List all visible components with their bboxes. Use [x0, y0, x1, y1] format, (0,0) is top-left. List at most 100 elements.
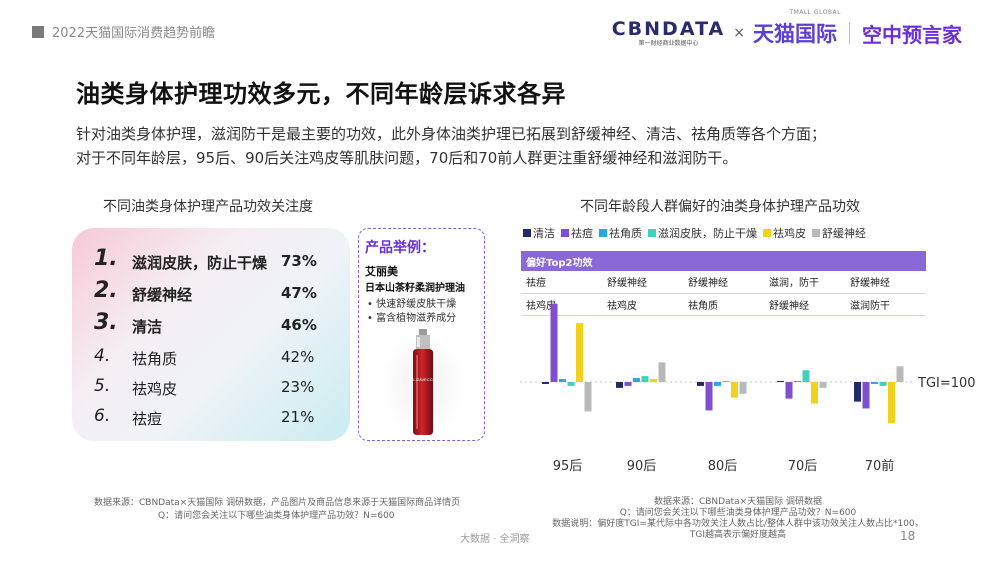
- legend-label: 祛角质: [609, 227, 642, 240]
- oil-bottle-image: ELIZAVECCA: [380, 329, 466, 437]
- rank-value: 42%: [281, 348, 315, 366]
- top2-header-row: 偏好Top2功效: [521, 251, 926, 271]
- source-line: 数据说明：偏好度TGI=某代际中各功效关注人数占比/整体人群中该功效关注人数占比…: [552, 519, 924, 529]
- kongzhong-logo: 空中预言家: [862, 22, 962, 47]
- top2-cell: 祛痘: [521, 271, 602, 294]
- bar: [705, 382, 713, 411]
- ranking-panel: 1. 滋润皮肤，防止干燥 73% 2. 舒缓神经 47% 3. 清洁 46% 4…: [72, 228, 350, 441]
- top2-row: 祛鸡皮 祛鸡皮 祛角质 舒缓神经 滋润防干: [521, 293, 926, 316]
- top2-cell: 舒缓神经: [845, 271, 926, 294]
- bar: [854, 382, 861, 402]
- top2-cell: 祛角质: [683, 293, 764, 316]
- bar: [731, 382, 738, 398]
- bar: [879, 382, 887, 386]
- rank-value: 47%: [281, 284, 317, 302]
- brand-divider: [849, 22, 850, 44]
- top2-cell: 祛鸡皮: [521, 293, 602, 316]
- ranking-row: 4. 祛角质 42%: [72, 342, 350, 372]
- top2-row: 祛痘 舒缓神经 舒缓神经 滋润，防干 舒缓神经: [521, 271, 926, 294]
- rank-number: 6.: [94, 406, 111, 426]
- cbndata-wordmark: CBNDATA: [611, 17, 726, 40]
- bar: [584, 382, 592, 412]
- bar: [811, 382, 818, 404]
- bar: [641, 376, 649, 382]
- bar: [777, 381, 784, 382]
- source-line: 数据来源：CBNData×天猫国际 调研数据: [653, 497, 823, 507]
- left-source-note: 数据来源：CBNData×天猫国际 调研数据，产品图片及商品信息来源于天猫国际商…: [94, 497, 460, 523]
- category-label: 70后: [788, 459, 818, 474]
- footer-slogan: 大数据 · 全洞察: [460, 534, 530, 545]
- rank-label: 清洁: [132, 318, 163, 336]
- top2-table: 偏好Top2功效 祛痘 舒缓神经 舒缓神经 滋润，防干 舒缓神经 祛鸡皮 祛鸡皮…: [521, 251, 926, 316]
- report-header: 2022天猫国际消费趋势前瞻: [32, 22, 215, 41]
- bar: [697, 382, 704, 386]
- bar: [650, 379, 657, 382]
- rank-value: 46%: [281, 316, 317, 334]
- bar: [576, 323, 583, 382]
- bar: [624, 382, 632, 386]
- rank-number: 3.: [94, 310, 118, 335]
- ranking-row: 2. 舒缓神经 47%: [72, 278, 350, 308]
- rank-value: 73%: [281, 252, 317, 270]
- bar: [633, 378, 640, 382]
- legend-swatch: [523, 229, 531, 237]
- legend-item: 祛痘: [561, 225, 593, 241]
- source-line: Q：请问您会关注以下哪些油类身体护理产品功效？N=600: [158, 511, 395, 521]
- top2-cell: 舒缓神经: [602, 271, 683, 294]
- ranking-row: 3. 清洁 46%: [72, 310, 350, 340]
- legend-swatch: [648, 229, 656, 237]
- legend-swatch: [812, 229, 820, 237]
- tmall-global-logo: 天猫国际 TMALL GLOBAL: [753, 9, 841, 48]
- bar: [567, 382, 575, 386]
- example-product-name: 日本山茶籽柔润护理油: [365, 283, 465, 294]
- example-brand: 艾丽美: [365, 265, 398, 278]
- bar: [819, 382, 827, 388]
- bar: [862, 382, 870, 409]
- category-label: 80后: [708, 459, 738, 474]
- top2-cell: 祛鸡皮: [602, 293, 683, 316]
- source-line: 数据来源：CBNData×天猫国际 调研数据，产品图片及商品信息来源于天猫国际商…: [94, 498, 461, 508]
- top2-cell: 舒缓神经: [764, 293, 845, 316]
- example-title: 产品举例：: [365, 240, 435, 256]
- report-title: 2022天猫国际消费趋势前瞻: [52, 26, 216, 41]
- legend-swatch: [561, 229, 569, 237]
- example-bullet: • 快速舒缓皮肤干燥: [367, 299, 457, 310]
- right-source-note: 数据来源：CBNData×天猫国际 调研数据 Q：请问您会关注以下哪些油类身体护…: [538, 497, 938, 541]
- category-label: 90后: [627, 459, 657, 474]
- bar: [658, 362, 666, 382]
- bottle-label: ELIZAVECCA: [411, 377, 436, 382]
- cbndata-logo: CBNDATA 第一财经商业数据中心: [611, 17, 726, 47]
- legend-swatch: [763, 229, 771, 237]
- top2-cell: 滋润防干: [845, 293, 926, 316]
- legend-label: 舒缓神经: [822, 227, 866, 240]
- bar: [896, 366, 904, 382]
- rank-label: 舒缓神经: [132, 286, 193, 304]
- description-line: 对于不同年龄层，95后、90后关注鸡皮等肌肤问题，70后和70前人群更注重舒缓神…: [76, 149, 738, 167]
- tmall-wordmark: 天猫国际: [753, 22, 837, 46]
- bar: [888, 382, 895, 424]
- legend-label: 祛痘: [571, 227, 593, 240]
- category-label: 95后: [553, 459, 583, 474]
- bar: [542, 382, 549, 384]
- example-bullet-text: 快速舒缓皮肤干燥: [376, 299, 457, 310]
- bar: [871, 382, 878, 384]
- bar: [550, 303, 558, 382]
- brand-logos: CBNDATA 第一财经商业数据中心 × 天猫国际 TMALL GLOBAL 空…: [611, 9, 962, 48]
- rank-label: 祛角质: [132, 350, 178, 368]
- page-title: 油类身体护理功效多元，不同年龄层诉求各异: [76, 80, 566, 108]
- source-line: TGI越高表示偏好度越高: [689, 530, 787, 540]
- legend-label: 清洁: [533, 227, 555, 240]
- source-line: Q：请问您会关注以下哪些油类身体护理产品功效？N=600: [619, 508, 857, 518]
- ranking-row: 5. 祛鸡皮 23%: [72, 372, 350, 402]
- brand-times: ×: [733, 25, 745, 41]
- legend-item: 祛鸡皮: [763, 225, 806, 241]
- example-bullet: • 富含植物滋养成分: [367, 313, 457, 324]
- bar: [559, 379, 566, 382]
- tmall-sup: TMALL GLOBAL: [789, 9, 841, 16]
- baseline-label: TGI=100: [917, 376, 976, 391]
- ranking-row: 6. 祛痘 21%: [72, 402, 350, 432]
- square-icon: [32, 25, 44, 38]
- page-number: 18: [900, 529, 916, 543]
- bar: [722, 381, 730, 382]
- rank-label: 祛痘: [132, 410, 163, 428]
